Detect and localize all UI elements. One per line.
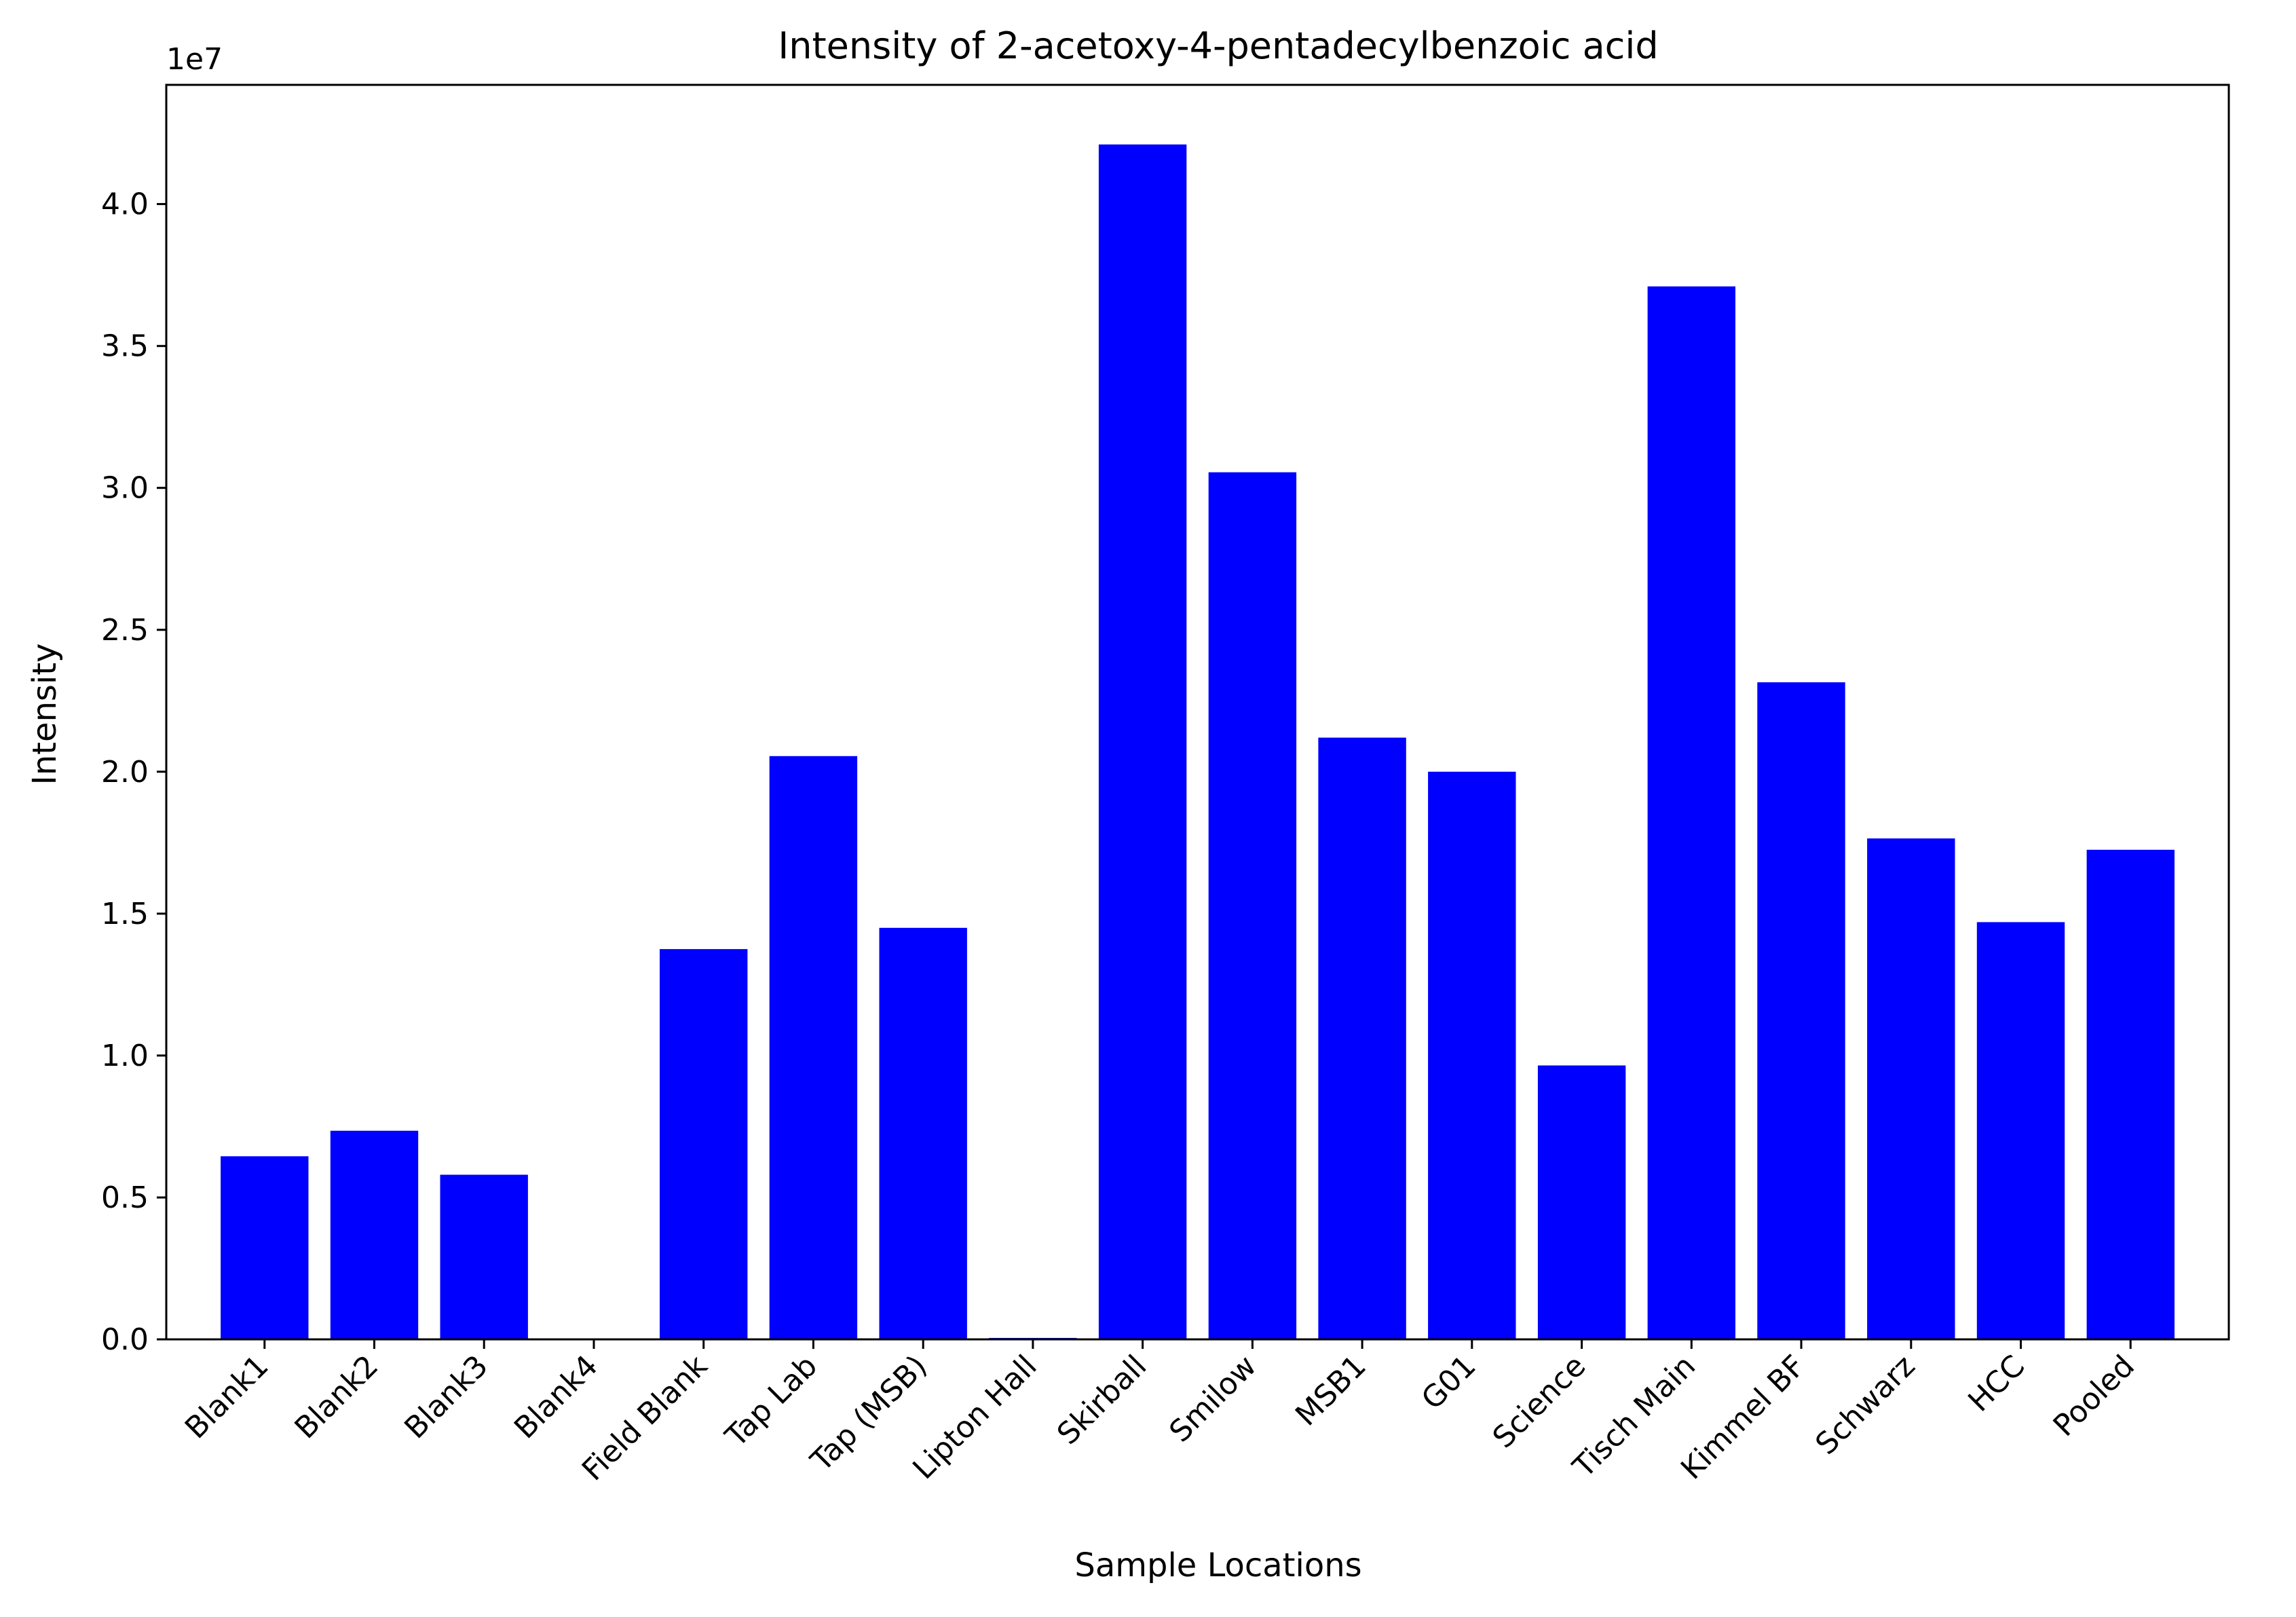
y-tick-label: 2.5 [101,613,149,648]
bar-schwarz [1867,838,1955,1339]
y-tick-label: 0.0 [101,1322,149,1357]
bar-blank2 [330,1130,419,1339]
chart-title: Intensity of 2-acetoxy-4-pentadecylbenzo… [778,24,1658,67]
bar-hcc [1976,922,2065,1339]
y-tick-label: 1.5 [101,897,149,931]
bar-msb1 [1318,737,1406,1339]
y-ticks: 0.0 0.5 1.0 1.5 2.0 2.5 3.0 3.5 4.0 [101,187,166,1357]
bar-tisch-main [1647,286,1735,1339]
bar-science [1537,1065,1626,1339]
y-tick-label: 3.0 [101,471,149,506]
bar-smilow [1208,472,1297,1340]
y-tick-label: 2.0 [101,755,149,789]
y-axis-label: Intensity [26,644,64,785]
y-tick-label: 1.0 [101,1039,149,1073]
bar-pooled [2086,849,2175,1339]
bar-blank1 [221,1156,309,1339]
bar-tap-msb [879,927,967,1339]
plot-frame [165,83,2230,1341]
bar-skirball [1098,144,1187,1339]
y-axis-offset-label: 1e7 [166,42,223,77]
bar-tap-lab [769,756,858,1339]
y-tick-label: 3.5 [101,329,149,364]
x-axis-label: Sample Locations [1074,1546,1361,1584]
y-tick-label: 0.5 [101,1181,149,1215]
y-tick-label: 4.0 [101,187,149,222]
bar-g01 [1428,771,1516,1339]
bar-kimmel-bf [1757,682,1845,1339]
bars-layer [221,144,2175,1340]
bar-blank3 [440,1174,528,1339]
bar-field-blank [660,949,748,1339]
